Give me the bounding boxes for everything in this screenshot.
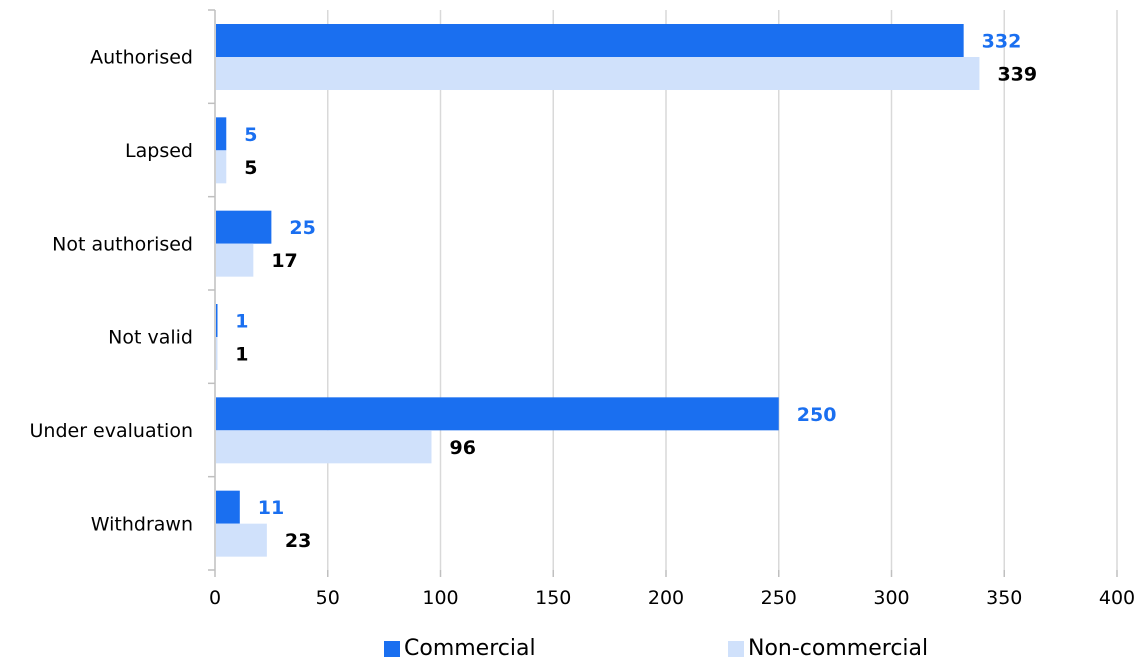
bar-commercial — [216, 24, 964, 57]
grid-lines — [327, 10, 1118, 570]
bars — [216, 24, 980, 557]
data-label: 250 — [797, 404, 837, 426]
x-tick-label: 350 — [986, 587, 1022, 609]
category-label: Lapsed — [125, 140, 193, 162]
legend-swatch-non-commercial — [728, 640, 744, 657]
x-tick-label: 250 — [761, 587, 797, 609]
data-label: 339 — [997, 64, 1037, 86]
x-tick-label: 100 — [422, 587, 458, 609]
legend-item-non-commercial: Non-commercial — [728, 636, 928, 661]
category-label: Not authorised — [52, 233, 193, 255]
bar-non-commercial — [216, 150, 227, 184]
bar-chart: 0 50 100 150 200 250 300 350 400 Authorised Lapsed… — [30, 9, 1135, 609]
data-label: 5 — [244, 157, 257, 179]
data-label: 23 — [285, 530, 311, 552]
data-label: 1 — [235, 311, 248, 333]
x-tick-label: 150 — [535, 587, 571, 609]
x-tick-label: 400 — [1099, 587, 1135, 609]
bar-non-commercial — [216, 430, 432, 464]
x-tick-label: 200 — [648, 587, 684, 609]
data-label: 1 — [235, 344, 248, 366]
bar-commercial — [216, 397, 779, 431]
data-label: 25 — [289, 217, 315, 239]
data-label: 5 — [244, 124, 257, 146]
category-label: Withdrawn — [91, 513, 193, 535]
bar-commercial — [216, 490, 240, 524]
x-tick-label: 0 — [209, 587, 221, 609]
bar-commercial — [216, 210, 272, 244]
bar-non-commercial — [216, 337, 218, 370]
bar-commercial — [216, 117, 227, 151]
x-tick-label: 50 — [316, 587, 340, 609]
x-tick-label: 300 — [873, 587, 909, 609]
data-label: 332 — [982, 31, 1022, 53]
data-label: 96 — [449, 437, 475, 459]
bar-commercial — [216, 304, 218, 337]
legend-item-commercial: Commercial — [384, 636, 536, 661]
bar-non-commercial — [216, 523, 267, 557]
bar-non-commercial — [216, 243, 254, 277]
category-label: Under evaluation — [30, 420, 194, 442]
axes: 0 50 100 150 200 250 300 350 400 Authorised Lapsed… — [30, 9, 1135, 609]
legend-label-commercial: Commercial — [404, 636, 536, 661]
data-label: 11 — [258, 497, 284, 519]
bar-non-commercial — [216, 57, 980, 90]
legend: Commercial Non-commercial — [0, 636, 1145, 666]
legend-swatch-commercial — [384, 640, 400, 657]
data-labels: 332 5 25 1 250 11 339 5 17 1 96 23 — [235, 31, 1037, 553]
legend-label-non-commercial: Non-commercial — [748, 636, 929, 661]
data-label: 17 — [271, 250, 297, 272]
category-label: Authorised — [90, 47, 193, 69]
category-label: Not valid — [108, 327, 193, 349]
